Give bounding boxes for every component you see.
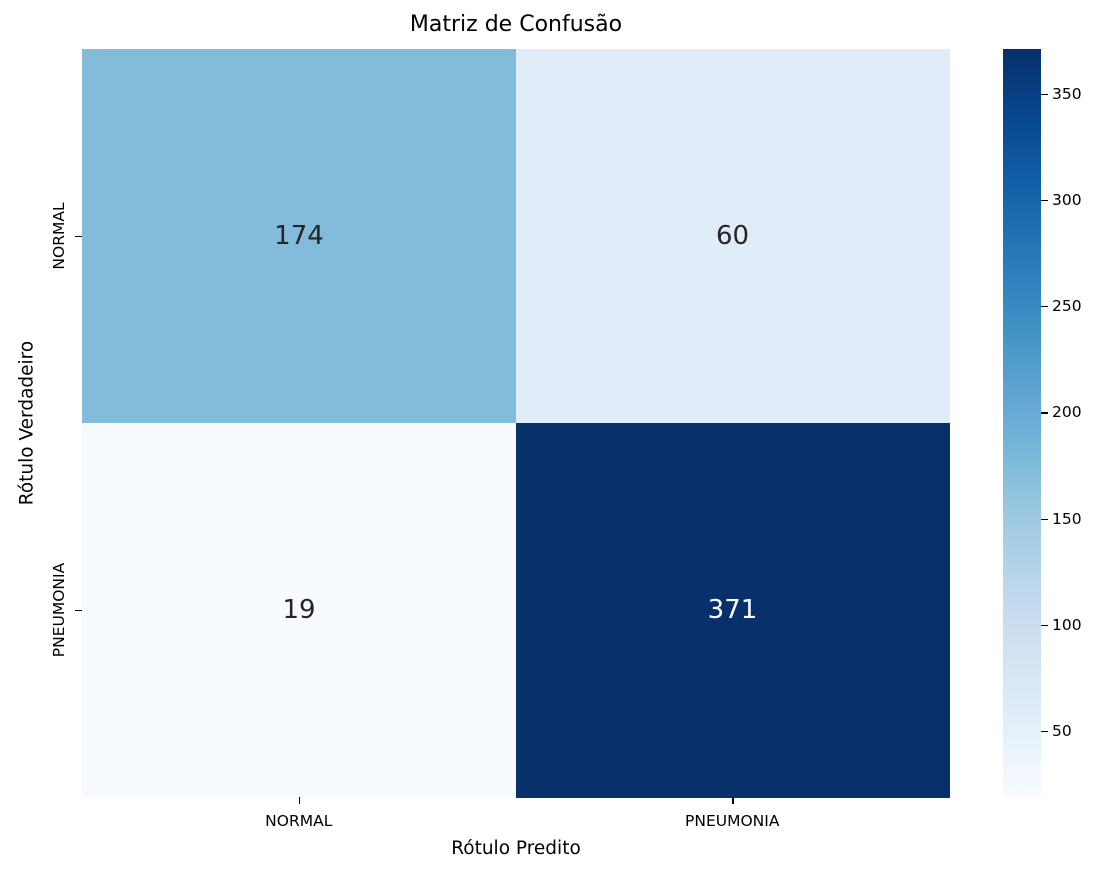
colorbar-tick-label: 250 [1052,297,1082,316]
heatmap-cell: 60 [515,49,950,424]
colorbar-tick-label: 50 [1052,722,1072,741]
x-tick [732,797,734,804]
colorbar-tick [1041,199,1048,202]
cell-value: 19 [282,595,316,626]
y-tick [75,236,82,238]
x-axis-label: Rótulo Predito [451,838,581,859]
x-tick-label: PNEUMONIA [685,812,780,830]
colorbar [1003,49,1041,797]
colorbar-tick-label: 300 [1052,190,1082,209]
colorbar-tick-label: 200 [1052,403,1082,422]
colorbar-tick-label: 350 [1052,84,1082,103]
cell-value: 371 [707,595,758,626]
heatmap-cell: 19 [82,423,516,798]
cell-value: 174 [274,221,324,252]
chart-title: Matriz de Confusão [409,12,623,37]
colorbar-tick [1041,412,1048,414]
colorbar-tick [1041,306,1048,308]
colorbar-tick [1041,93,1048,95]
heatmap-cell: 371 [515,423,950,798]
y-tick-label: NORMAL [50,202,68,270]
y-axis-label: Rótulo Verdadeiro [16,340,38,506]
y-tick [75,610,82,612]
colorbar-tick [1041,624,1048,627]
heatmap-cell: 174 [82,49,516,424]
colorbar-tick-label: 150 [1052,509,1082,528]
heatmap-plot-area: 174 60 19 371 [82,49,950,798]
y-tick-label: PNEUMONIA [50,562,68,658]
x-tick [298,797,301,804]
x-tick-label: NORMAL [265,812,333,830]
colorbar-tick-label: 100 [1052,615,1082,634]
colorbar-tick [1041,731,1048,733]
colorbar-tick [1041,518,1048,520]
cell-value: 60 [715,221,750,252]
